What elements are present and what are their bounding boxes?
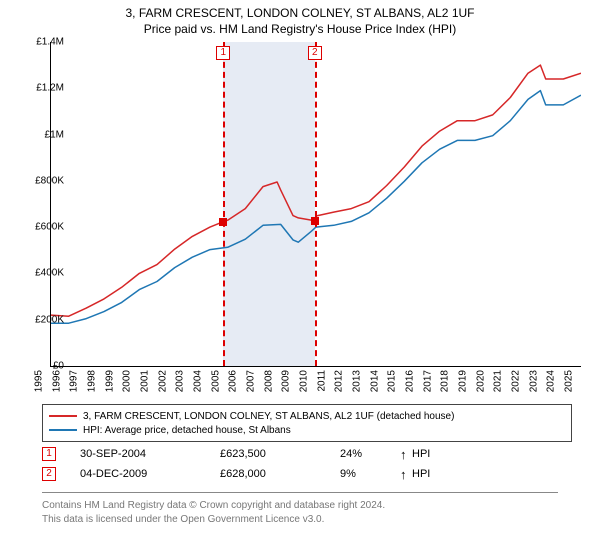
transaction-price-1: £623,500 <box>220 448 340 460</box>
y-tick-label: £1.4M <box>36 37 64 48</box>
title-subtitle: Price paid vs. HM Land Registry's House … <box>0 22 600 36</box>
x-tick-label: 2014 <box>369 370 380 392</box>
x-tick-label: 2025 <box>563 370 574 392</box>
x-tick-label: 1995 <box>33 370 44 392</box>
y-tick-label: £1.2M <box>36 83 64 94</box>
x-tick-label: 2023 <box>528 370 539 392</box>
x-tick-label: 2003 <box>175 370 186 392</box>
y-tick-label: £800K <box>35 175 64 186</box>
event-line-2 <box>315 42 317 366</box>
transaction-price-2: £628,000 <box>220 468 340 480</box>
transaction-date-2: 04-DEC-2009 <box>80 468 220 480</box>
footer-line-2: This data is licensed under the Open Gov… <box>42 513 558 527</box>
x-tick-label: 2018 <box>440 370 451 392</box>
legend-label-2: HPI: Average price, detached house, St A… <box>83 425 291 436</box>
x-tick-label: 2009 <box>281 370 292 392</box>
x-tick-label: 2020 <box>475 370 486 392</box>
transaction-badge-1: 1 <box>42 447 56 461</box>
x-tick-label: 2004 <box>192 370 203 392</box>
x-tick-label: 2007 <box>245 370 256 392</box>
event-line-1 <box>223 42 225 366</box>
transactions-table: 1 30-SEP-2004 £623,500 24% ↑ HPI 2 04-DE… <box>42 444 558 484</box>
x-tick-label: 2016 <box>404 370 415 392</box>
legend-item-1: 3, FARM CRESCENT, LONDON COLNEY, ST ALBA… <box>49 409 565 423</box>
x-tick-label: 2010 <box>298 370 309 392</box>
x-tick-label: 2001 <box>139 370 150 392</box>
up-arrow-icon: ↑ <box>400 468 412 481</box>
legend-swatch-2 <box>49 429 77 431</box>
legend-swatch-1 <box>49 415 77 417</box>
legend-box: 3, FARM CRESCENT, LONDON COLNEY, ST ALBA… <box>42 404 572 442</box>
footer-attribution: Contains HM Land Registry data © Crown c… <box>42 492 558 526</box>
transaction-pct-1: 24% <box>340 448 400 460</box>
x-tick-label: 1998 <box>86 370 97 392</box>
x-tick-label: 2024 <box>546 370 557 392</box>
chart-plot-area: 12 <box>50 42 581 367</box>
x-tick-label: 1997 <box>69 370 80 392</box>
x-tick-label: 2017 <box>422 370 433 392</box>
event-badge-2: 2 <box>308 46 322 60</box>
footer-line-1: Contains HM Land Registry data © Crown c… <box>42 499 558 513</box>
event-marker-2 <box>311 217 319 225</box>
transaction-date-1: 30-SEP-2004 <box>80 448 220 460</box>
x-tick-label: 2008 <box>263 370 274 392</box>
y-tick-label: £400K <box>35 268 64 279</box>
y-tick-label: £1M <box>45 129 64 140</box>
event-badge-1: 1 <box>216 46 230 60</box>
x-tick-label: 2013 <box>351 370 362 392</box>
x-tick-label: 2000 <box>122 370 133 392</box>
transaction-suffix-2: HPI <box>412 468 430 480</box>
legend-item-2: HPI: Average price, detached house, St A… <box>49 423 565 437</box>
y-tick-label: £200K <box>35 314 64 325</box>
x-tick-label: 2015 <box>387 370 398 392</box>
transaction-pct-2: 9% <box>340 468 400 480</box>
up-arrow-icon: ↑ <box>400 448 412 461</box>
x-tick-label: 2002 <box>157 370 168 392</box>
x-tick-label: 2012 <box>334 370 345 392</box>
x-tick-label: 2006 <box>228 370 239 392</box>
transaction-suffix-1: HPI <box>412 448 430 460</box>
x-tick-label: 2022 <box>510 370 521 392</box>
y-tick-label: £600K <box>35 222 64 233</box>
x-tick-label: 1996 <box>51 370 62 392</box>
transaction-row-1: 1 30-SEP-2004 £623,500 24% ↑ HPI <box>42 444 558 464</box>
x-tick-label: 2021 <box>493 370 504 392</box>
x-tick-label: 1999 <box>104 370 115 392</box>
title-address: 3, FARM CRESCENT, LONDON COLNEY, ST ALBA… <box>0 6 600 20</box>
transaction-badge-2: 2 <box>42 467 56 481</box>
x-tick-label: 2011 <box>316 370 327 392</box>
transaction-row-2: 2 04-DEC-2009 £628,000 9% ↑ HPI <box>42 464 558 484</box>
event-marker-1 <box>219 218 227 226</box>
legend-label-1: 3, FARM CRESCENT, LONDON COLNEY, ST ALBA… <box>83 411 454 422</box>
x-tick-label: 2005 <box>210 370 221 392</box>
x-tick-label: 2019 <box>457 370 468 392</box>
